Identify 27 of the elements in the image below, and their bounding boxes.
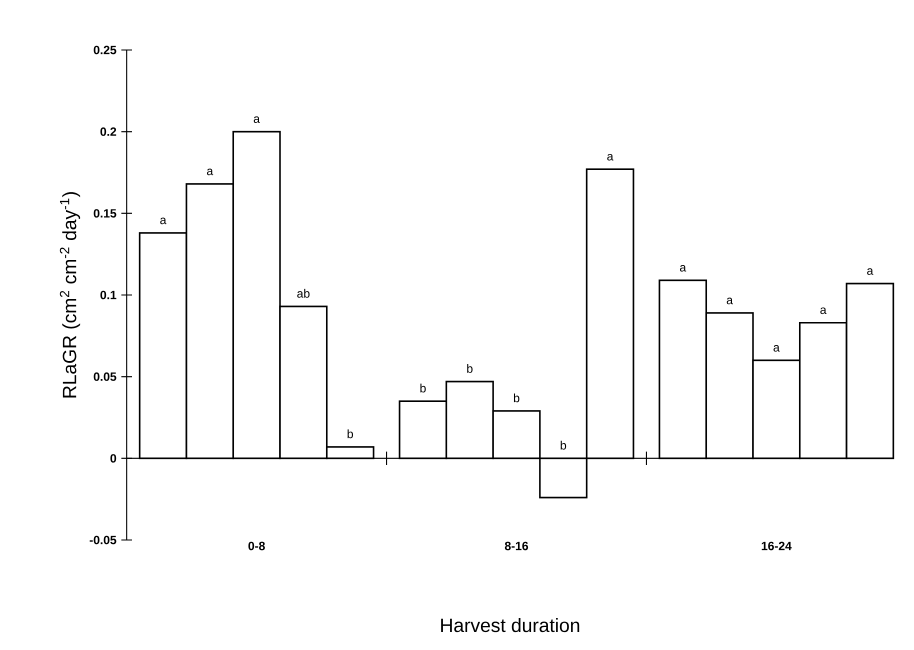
data-label: b	[560, 440, 566, 450]
data-label: a	[726, 298, 733, 304]
x-tick-label: 16-24	[762, 542, 792, 550]
data-label: a	[820, 307, 827, 314]
y-axis-title: RLaGR (cm$^{2}$ cm$^{-2}$ day$^{-1}$)	[60, 192, 80, 398]
data-label: a	[607, 154, 614, 161]
x-tick-label: 8-16	[504, 542, 528, 550]
data-label: b	[467, 364, 473, 373]
data-label: a	[206, 168, 214, 176]
x-tick-label: 0-8	[248, 542, 265, 550]
y-tick-label: 0.25	[94, 46, 116, 54]
data-label: a	[867, 268, 874, 275]
data-label: a	[774, 345, 780, 352]
y-tick-label: 0.2	[100, 127, 116, 136]
data-label: b	[514, 393, 520, 402]
y-tick-label: 0	[110, 454, 116, 463]
y-tick-label: -0.05	[90, 536, 116, 544]
data-label: a	[680, 265, 686, 272]
y-tick-label: 0.15	[94, 209, 116, 218]
data-label: a	[254, 116, 260, 123]
y-tick-label: 0.05	[94, 372, 116, 381]
data-label: ab	[297, 288, 310, 298]
x-axis-title: Harvest duration	[441, 618, 580, 632]
data-label: a	[160, 218, 166, 224]
data-label: b	[420, 384, 426, 392]
data-label: b	[348, 429, 354, 438]
y-tick-label: 0.1	[100, 290, 116, 300]
